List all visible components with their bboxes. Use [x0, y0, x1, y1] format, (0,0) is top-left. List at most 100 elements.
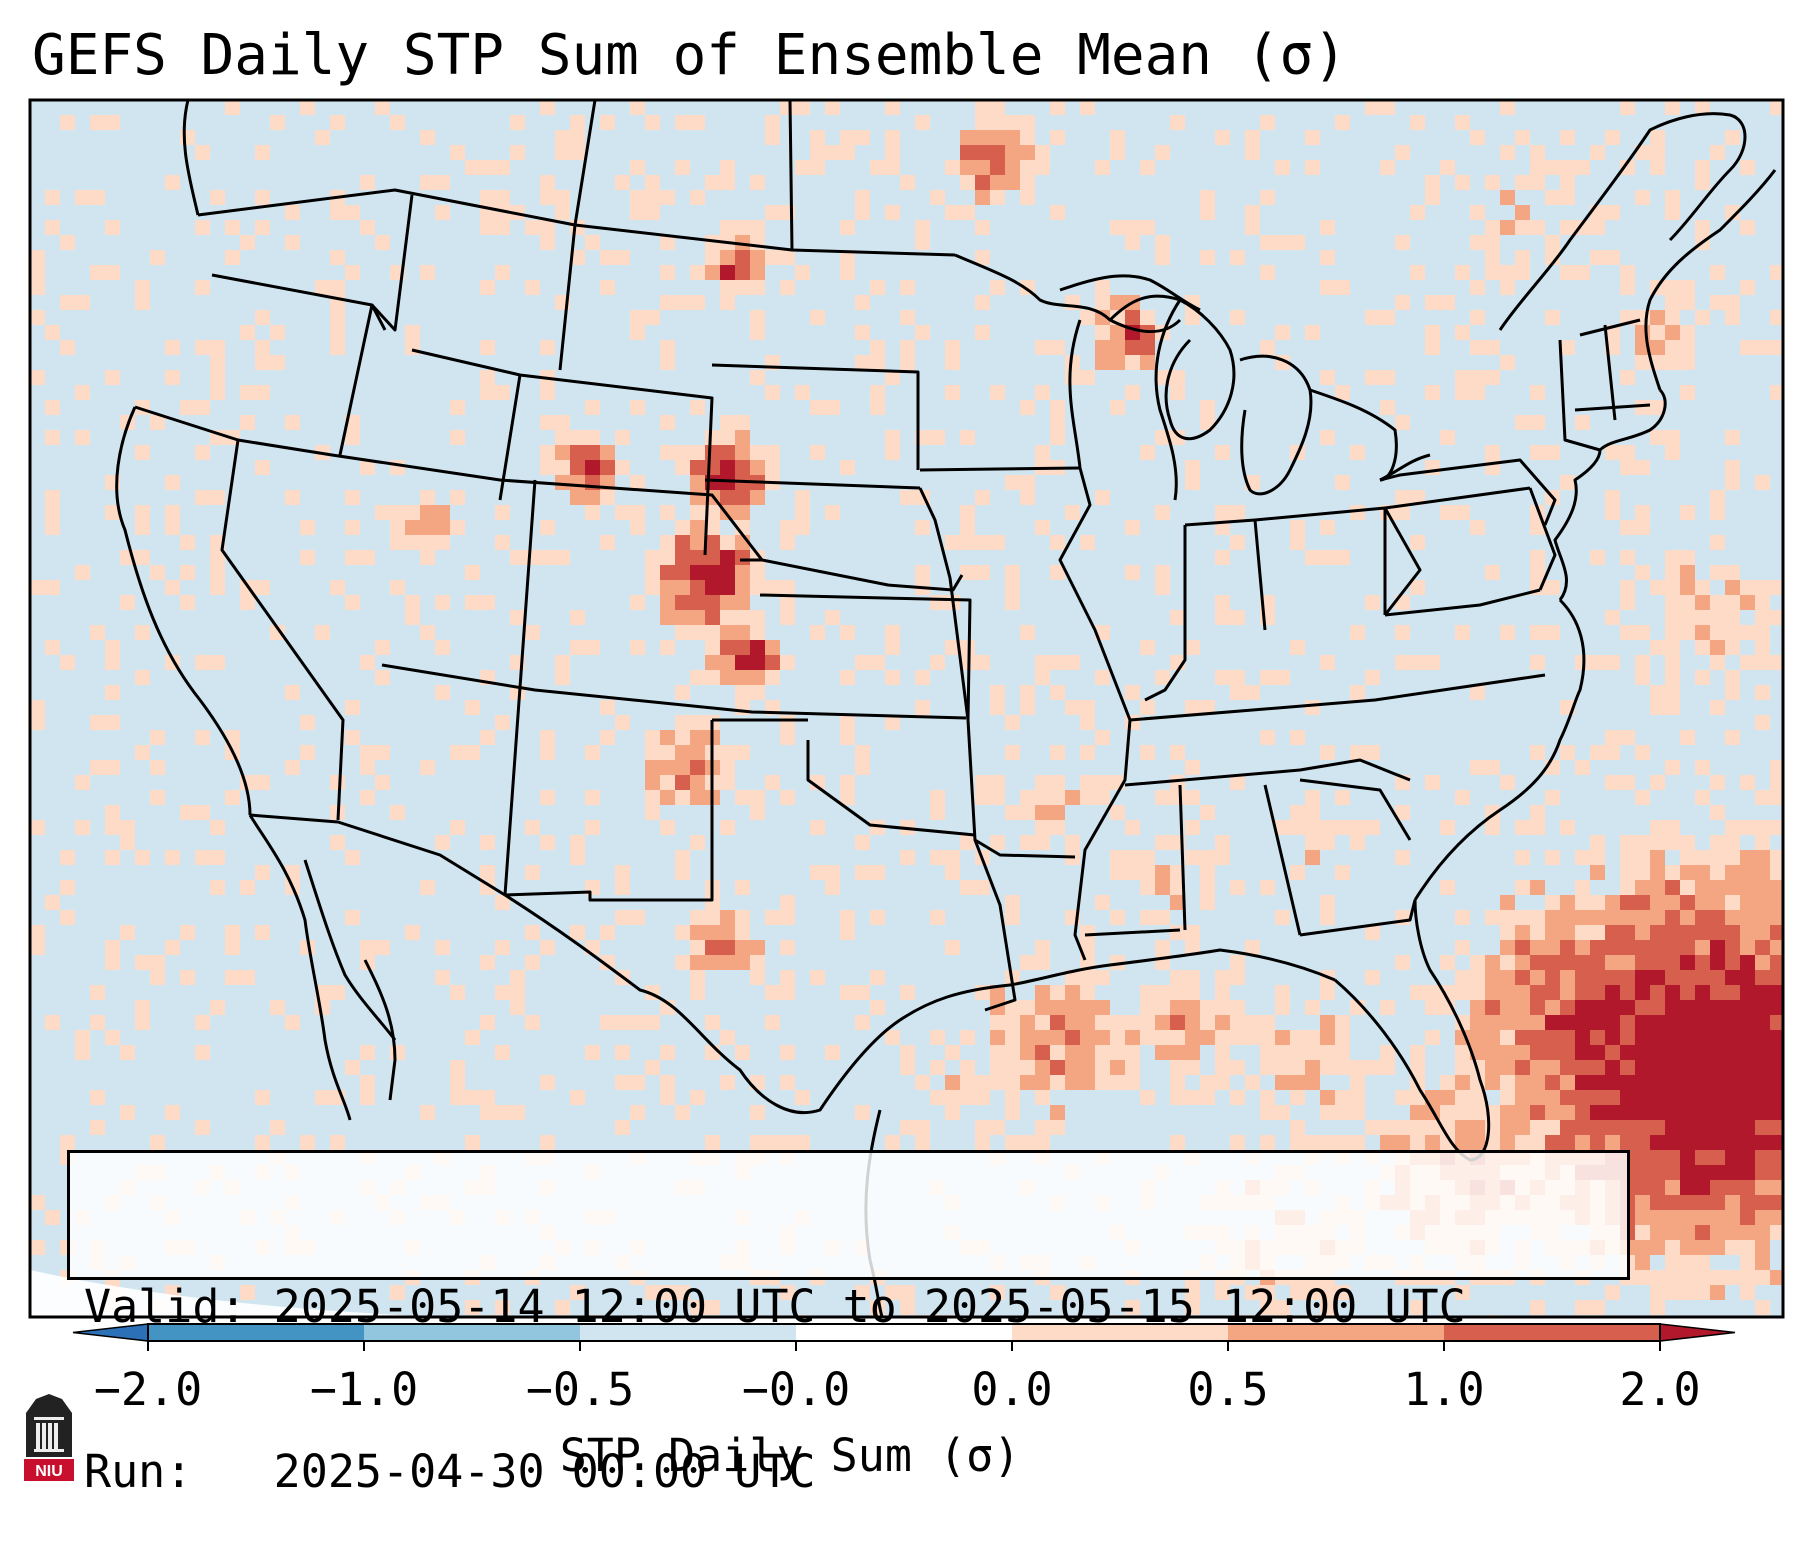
stp-cell [1245, 1075, 1260, 1090]
stp-cell [780, 520, 795, 535]
stp-cell [855, 355, 870, 370]
stp-cell [660, 610, 675, 625]
stp-cell [1215, 1000, 1230, 1015]
stp-cell [645, 805, 660, 820]
stp-cell [1095, 1060, 1110, 1075]
stp-cell [1065, 790, 1080, 805]
stp-cell [225, 790, 240, 805]
stp-cell [540, 1075, 555, 1090]
stp-cell [675, 715, 690, 730]
stp-cell [210, 490, 225, 505]
stp-cell [1050, 1075, 1065, 1090]
stp-cell [405, 520, 420, 535]
stp-cell [720, 280, 735, 295]
stp-cell [1305, 160, 1320, 175]
stp-cell [150, 790, 165, 805]
stp-cell [135, 280, 150, 295]
stp-cell [930, 850, 945, 865]
stp-cell [750, 640, 765, 655]
stp-cell [750, 805, 765, 820]
stp-cell [1395, 955, 1410, 970]
stp-cell [1035, 1000, 1050, 1015]
stp-cell [1005, 895, 1020, 910]
stp-cell [600, 535, 615, 550]
stp-cell [1125, 1060, 1140, 1075]
stp-cell [465, 595, 480, 610]
stp-cell [345, 850, 360, 865]
stp-cell [1305, 130, 1320, 145]
stp-cell [675, 850, 690, 865]
stp-cell [1095, 730, 1110, 745]
stp-cell [720, 745, 735, 760]
stp-cell [1335, 790, 1350, 805]
stp-cell [1185, 970, 1200, 985]
stp-cell [765, 670, 780, 685]
stp-cell [840, 985, 855, 1000]
stp-cell [210, 550, 225, 565]
stp-cell [345, 520, 360, 535]
stp-cell [975, 490, 990, 505]
stp-cell [1395, 1090, 1410, 1105]
stp-cell [1380, 310, 1395, 325]
stp-cell [1200, 1075, 1215, 1090]
stp-cell [915, 1075, 930, 1090]
stp-cell [630, 1075, 645, 1090]
stp-cell [1245, 205, 1260, 220]
stp-cell [210, 820, 225, 835]
stp-cell [1305, 850, 1320, 865]
stp-cell [1305, 550, 1320, 565]
stp-cell [675, 595, 690, 610]
stp-cell [1005, 1045, 1020, 1060]
stp-cell [585, 430, 600, 445]
colorbar-tick-label: −2.0 [93, 1363, 203, 1416]
stp-cell [720, 220, 735, 235]
stp-cell [645, 730, 660, 745]
stp-cell [390, 520, 405, 535]
stp-cell [795, 1090, 810, 1105]
stp-cell [300, 520, 315, 535]
stp-cell [660, 235, 675, 250]
stp-cell [735, 880, 750, 895]
stp-cell [1170, 895, 1185, 910]
stp-cell [1140, 160, 1155, 175]
stp-cell [255, 1135, 270, 1150]
stp-cell [1080, 1075, 1095, 1090]
stp-cell [360, 175, 375, 190]
stp-cell [855, 325, 870, 340]
stp-cell [135, 520, 150, 535]
stp-cell [660, 190, 675, 205]
stp-cell [765, 250, 780, 265]
stp-cell [705, 250, 720, 265]
stp-cell [1260, 1060, 1275, 1075]
stp-cell [105, 820, 120, 835]
stp-cell [120, 1045, 135, 1060]
stp-cell [300, 100, 315, 115]
stp-cell [795, 385, 810, 400]
colorbar-segment [1012, 1324, 1228, 1341]
stp-cell [480, 955, 495, 970]
stp-cell [1050, 745, 1065, 760]
stp-cell [390, 805, 405, 820]
stp-cell [660, 1045, 675, 1060]
stp-cell [1035, 835, 1050, 850]
stp-cell [135, 955, 150, 970]
stp-cell [1170, 1045, 1185, 1060]
stp-cell [1035, 670, 1050, 685]
stp-cell [525, 220, 540, 235]
stp-cell [1260, 235, 1275, 250]
stp-cell [855, 865, 870, 880]
stp-cell [705, 1015, 720, 1030]
stp-cell [240, 415, 255, 430]
stp-cell [60, 655, 75, 670]
stp-cell [240, 235, 255, 250]
stp-cell [690, 730, 705, 745]
stp-cell [675, 295, 690, 310]
stp-cell [750, 460, 765, 475]
stp-cell [735, 610, 750, 625]
stp-cell [990, 535, 1005, 550]
stp-cell [660, 415, 675, 430]
stp-cell [615, 1015, 630, 1030]
stp-cell [165, 505, 180, 520]
stp-cell [1410, 490, 1425, 505]
stp-cell [510, 1000, 525, 1015]
